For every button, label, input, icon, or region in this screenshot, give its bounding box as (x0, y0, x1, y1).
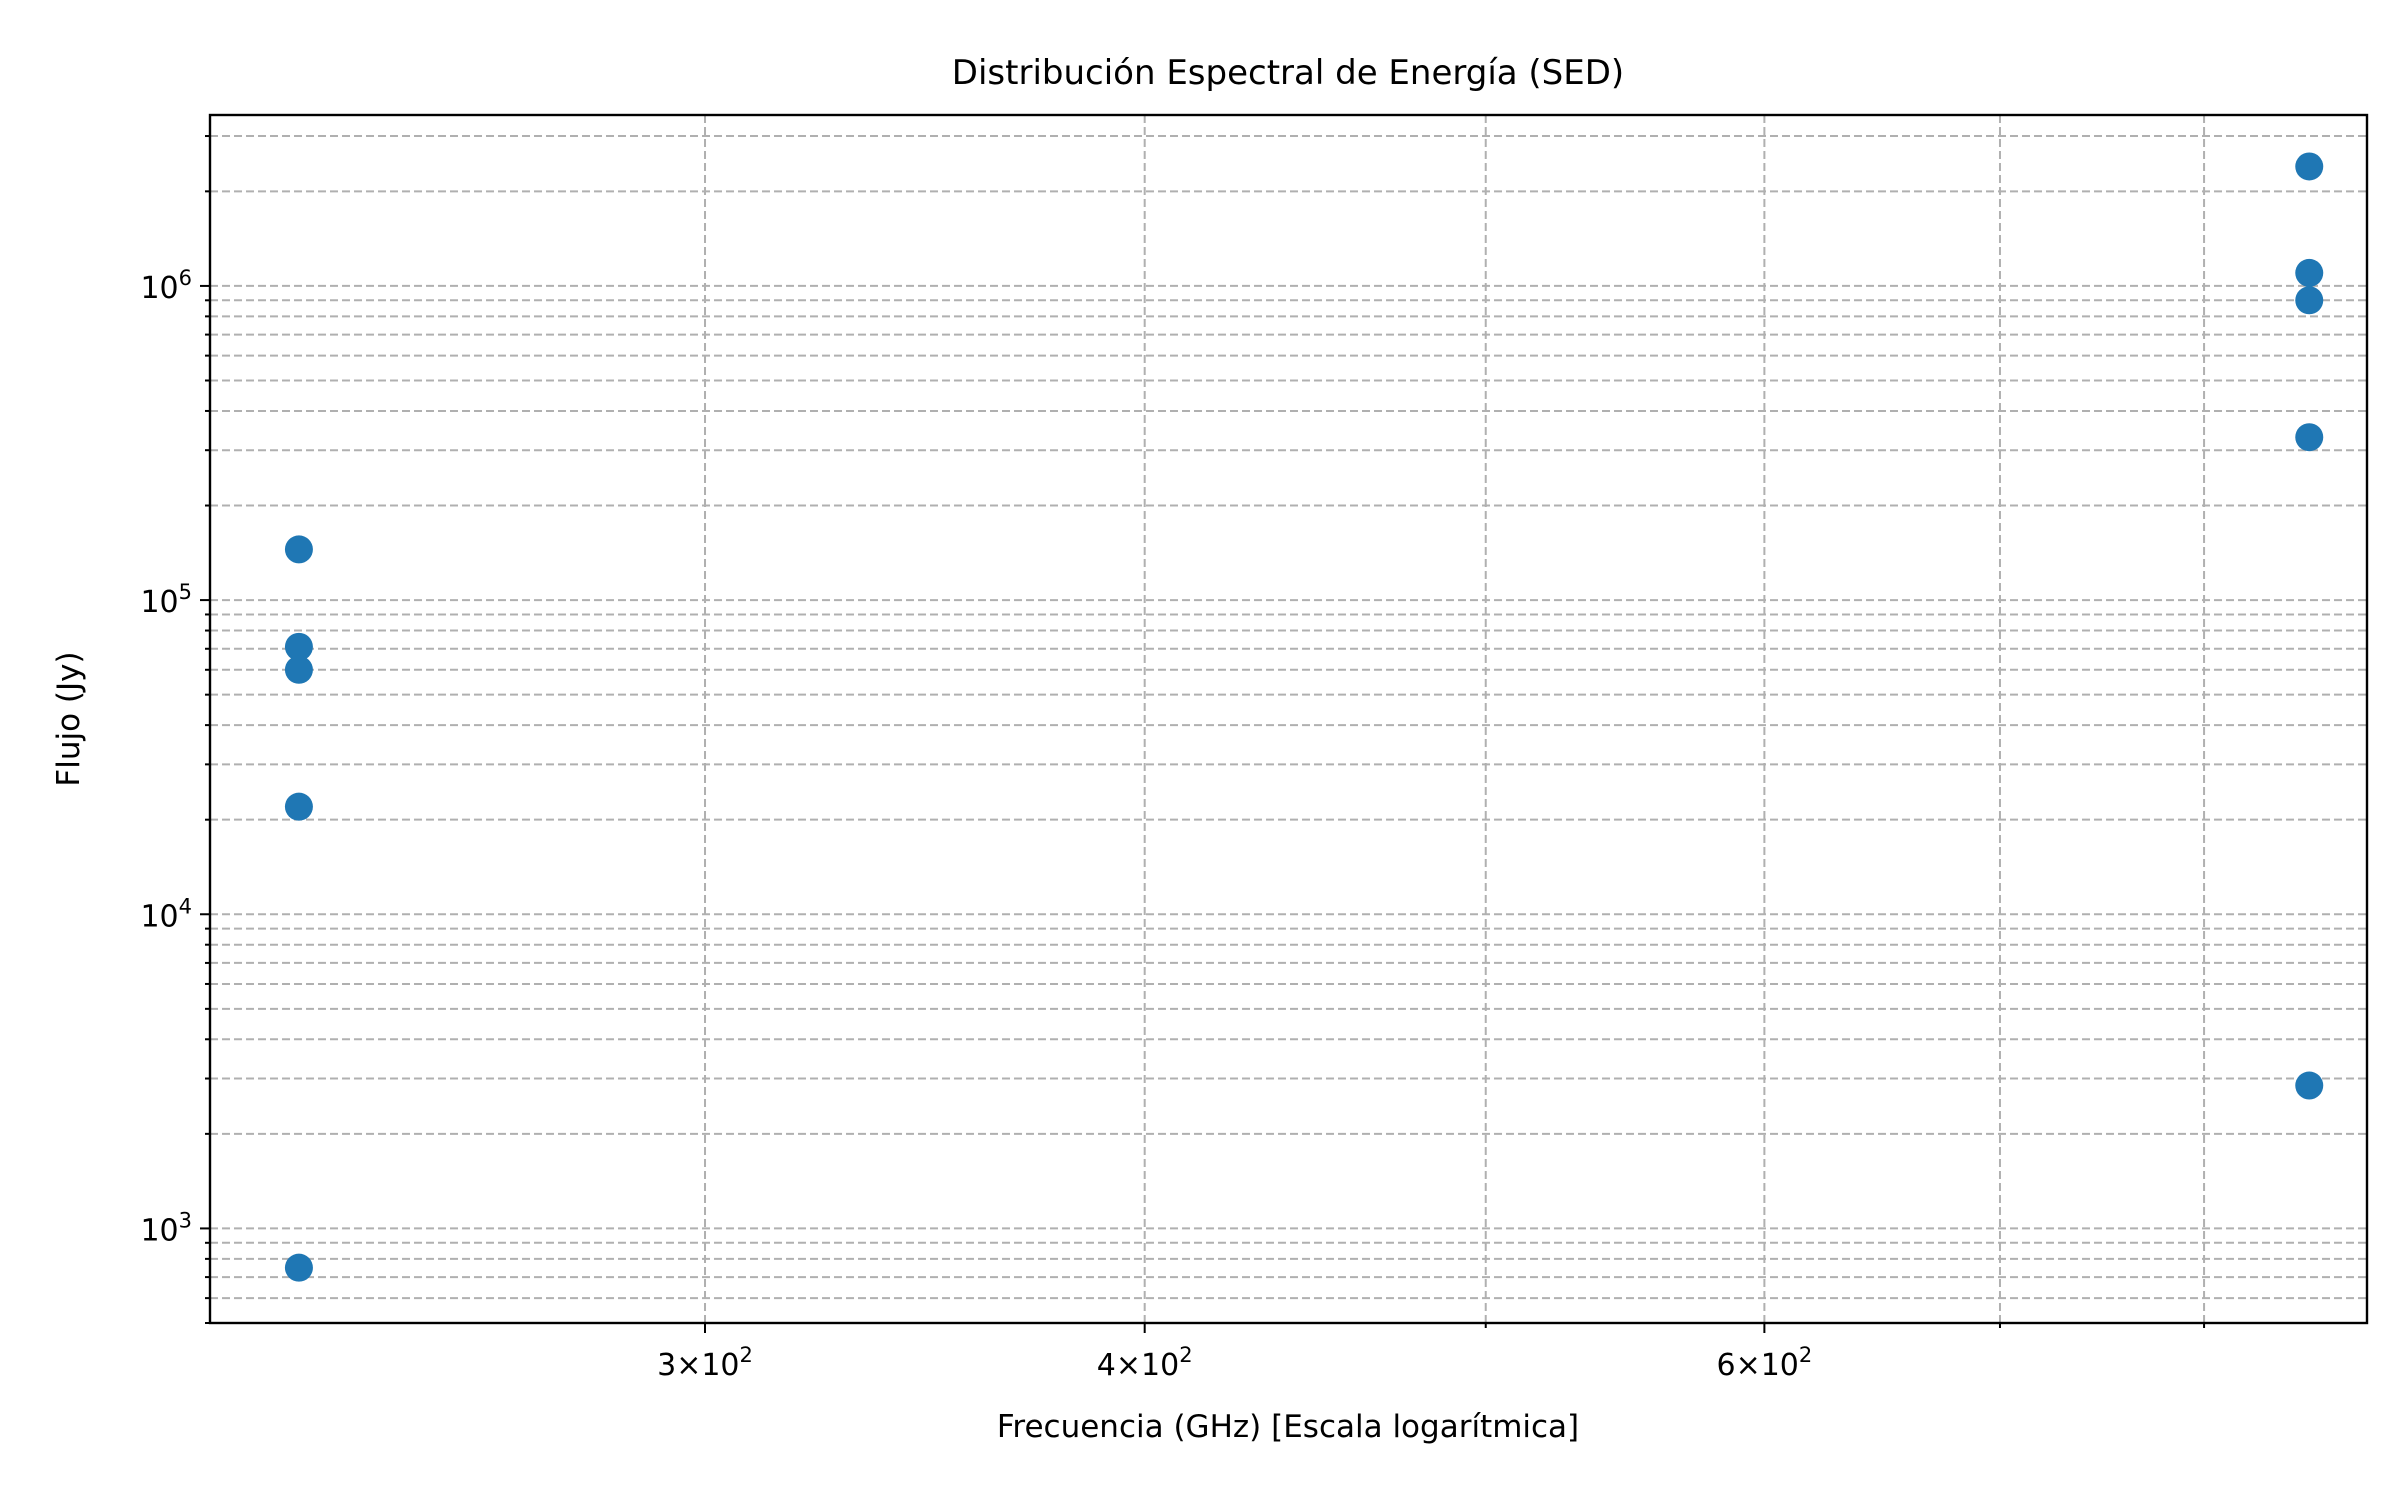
x-tick-label: 6×102 (1716, 1343, 1812, 1383)
data-point (284, 792, 313, 821)
y-tick-label: 106 (140, 266, 192, 306)
x-tick-label: 3×102 (657, 1343, 753, 1383)
data-point (2295, 152, 2324, 181)
grid-lines (210, 115, 2367, 1324)
data-point (284, 1253, 313, 1282)
chart-title: Distribución Espectral de Energía (SED) (952, 53, 1624, 93)
data-point (2295, 286, 2324, 315)
data-points (284, 152, 2324, 1282)
data-point (2295, 423, 2324, 452)
y-tick-label: 104 (140, 894, 192, 934)
data-point (284, 632, 313, 661)
data-point (2295, 258, 2324, 287)
y-tick-label: 103 (140, 1208, 192, 1248)
y-tick-label: 105 (140, 580, 192, 620)
x-axis-label: Frecuencia (GHz) [Escala logarítmica] (997, 1409, 1579, 1445)
data-point (2295, 1071, 2324, 1100)
data-point (284, 535, 313, 564)
x-axis-ticks: 3×102 4×102 6×102 (657, 1323, 2206, 1383)
y-axis-label: Flujo (Jy) (51, 651, 87, 786)
x-tick-label: 4×102 (1097, 1343, 1193, 1383)
data-point (284, 655, 313, 684)
plot-frame (208, 113, 2369, 1325)
y-axis-ticks: 103 104 105 106 (140, 135, 210, 1324)
